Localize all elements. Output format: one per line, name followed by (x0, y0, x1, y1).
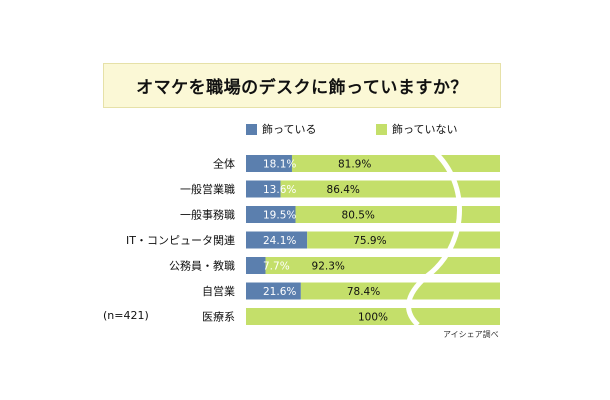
value-label: 13.6% (263, 184, 296, 196)
value-label: 21.6% (263, 286, 296, 298)
source-note: アイシェア調べ (443, 330, 499, 339)
bar-segment (295, 206, 500, 223)
bar-segment (246, 206, 296, 223)
value-label: 80.5% (342, 210, 375, 222)
bar-segment (307, 231, 500, 249)
value-label: 92.3% (312, 261, 345, 273)
value-label: 81.9% (338, 159, 371, 171)
bar-segment (265, 257, 500, 274)
legend-item-displayed: 飾っている (246, 121, 316, 137)
category-label: 一般営業職 (180, 182, 235, 196)
legend-item-not-displayed: 飾っていない (376, 121, 457, 137)
legend-label-not-displayed: 飾っていない (392, 123, 458, 136)
category-label: 医療系 (202, 310, 235, 324)
value-label: 19.5% (263, 210, 296, 222)
bar-segment (246, 257, 266, 274)
chart-title: オマケを職場のデスクに飾っていますか？ (136, 78, 468, 98)
bar-segment (246, 308, 500, 325)
category-label: IT・コンピュータ関連 (126, 233, 235, 247)
bar-segment (280, 180, 500, 198)
bar-segment (246, 231, 308, 249)
legend-swatch-displayed (246, 123, 257, 135)
value-label: 75.9% (353, 235, 386, 247)
value-label: 78.4% (347, 286, 380, 298)
value-label: 24.1% (263, 235, 296, 247)
legend-label-displayed: 飾っている (262, 123, 317, 136)
value-label: 86.4% (327, 184, 360, 196)
category-label: 自営業 (202, 284, 235, 298)
sample-size-note: (n=421) (103, 309, 149, 322)
bar-segment (246, 155, 292, 172)
bar-segment (246, 282, 301, 300)
value-label: 18.1% (263, 159, 296, 171)
category-label: 一般事務職 (180, 208, 235, 222)
value-label: 100% (358, 312, 388, 324)
category-label: 公務員・教職 (169, 259, 235, 273)
value-label: 7.7% (263, 261, 290, 273)
bar-segment (291, 155, 500, 172)
bar-segment (300, 282, 500, 300)
axis-break-wave (406, 146, 462, 327)
legend-swatch-not-displayed (376, 123, 387, 135)
title-box: オマケを職場のデスクに飾っていますか？ (103, 63, 501, 108)
bar-segment (246, 180, 281, 198)
category-label: 全体 (213, 157, 235, 171)
